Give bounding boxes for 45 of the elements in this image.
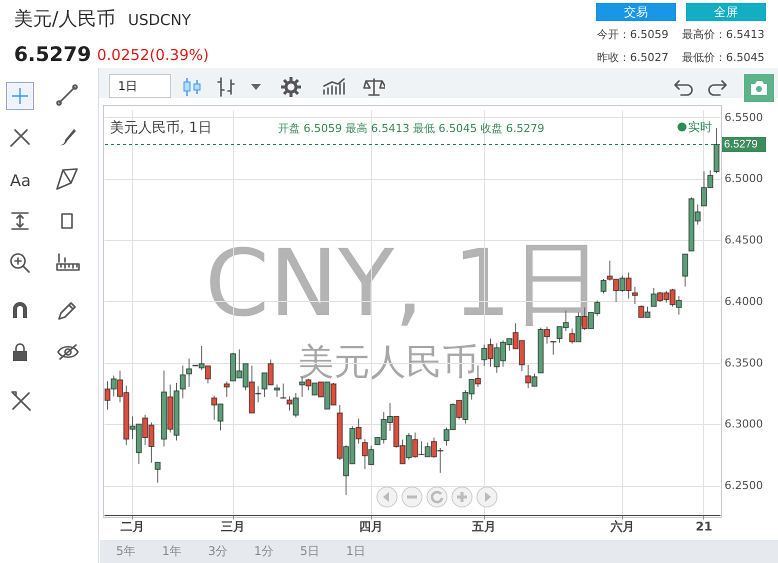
candlestick: [274, 384, 280, 398]
chart-title: 美元/人民币: [14, 7, 116, 32]
annotation: 美元人民币: [298, 341, 478, 385]
text: 1日: [346, 543, 366, 560]
y-tick-label: 6.3000: [724, 418, 763, 431]
text: 最高价：6.5413: [682, 27, 764, 42]
y-tick-label: 6.3500: [724, 356, 763, 370]
chart-subtitle: USDCNY: [128, 11, 191, 29]
text: Aa: [10, 171, 31, 190]
text: 5年: [116, 543, 136, 560]
x-tick-label: 五月: [471, 520, 496, 534]
candlestick: [224, 381, 230, 398]
annotation: 美元人民币, 1日: [110, 119, 212, 137]
candlestick: [186, 358, 192, 388]
y-tick-label: 6.4500: [724, 234, 763, 247]
candlestick: [600, 278, 607, 294]
ref-line-label: 6.5279: [724, 138, 758, 150]
x-tick-label: 21: [696, 520, 712, 534]
text: 今开：6.5059: [597, 27, 668, 42]
candlestick: [154, 462, 161, 484]
text: 3分: [208, 543, 228, 560]
text: 5日: [300, 543, 320, 560]
text: 全屏: [686, 3, 766, 21]
text: 交易: [596, 3, 676, 21]
text: 1日: [109, 74, 171, 98]
candlestick: [632, 286, 638, 305]
candlestick: [180, 365, 186, 399]
y-tick-label: 6.4000: [724, 294, 763, 308]
text: 最低价：6.5045: [682, 50, 764, 65]
annotation: 开盘 6.5059 最高 6.5413 最低 6.5045 收盘 6.5279: [278, 121, 544, 136]
annotation: 实时: [688, 119, 712, 136]
x-tick-label: 六月: [609, 520, 634, 534]
text: 1年: [162, 543, 182, 560]
x-tick-label: 二月: [120, 520, 145, 534]
text: 0.0252(0.39%): [97, 46, 209, 64]
text: 1分: [254, 543, 274, 560]
y-tick-label: 6.5000: [724, 172, 763, 186]
text: 昨收：6.5027: [597, 50, 668, 65]
y-tick-label: 6.2500: [724, 479, 763, 492]
x-tick-label: 四月: [359, 520, 384, 534]
text: 6.5279: [14, 42, 92, 66]
candlestick: [550, 340, 556, 356]
y-tick-label: 6.5500: [724, 110, 763, 124]
x-tick-label: 三月: [221, 520, 246, 534]
candlestick: [682, 254, 688, 288]
